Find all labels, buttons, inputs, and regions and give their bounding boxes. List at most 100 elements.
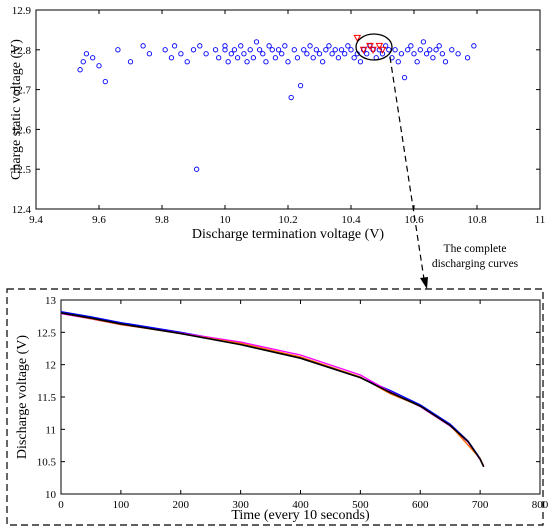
scatter-point (414, 59, 420, 65)
scatter-point (329, 51, 335, 57)
link-arrowhead (420, 277, 428, 289)
y-tick-label: 13 (45, 295, 57, 307)
scatter-point (294, 55, 301, 61)
scatter-point (436, 43, 442, 49)
scatter-point (442, 59, 449, 65)
discharge-curve (60, 312, 485, 467)
scatter-point (401, 75, 408, 81)
discharge-curve (60, 312, 485, 468)
scatter-point (193, 166, 200, 172)
discharge-line-chart: 0 100 200 300 400 500 600 700 800 10 10.5 11 11.5 12 1… (15, 295, 549, 523)
scatter-point (96, 63, 102, 69)
x-tick-label: 9.8 (155, 214, 169, 226)
y-tick-label: 12.9 (12, 5, 32, 17)
scatter-point (307, 43, 313, 49)
scatter-point (102, 78, 108, 85)
scatter-point (115, 47, 121, 53)
link-arrow-line (389, 56, 425, 280)
y-tick-label: 11.5 (37, 392, 56, 404)
y-tick-label: 12.8 (12, 45, 32, 57)
scatter-point (430, 55, 436, 61)
scatter-point (234, 55, 241, 61)
inset-frame (6, 288, 544, 526)
scatter-point (351, 55, 357, 61)
scatter-point (77, 67, 83, 73)
x-tick-label: 9.6 (92, 214, 106, 226)
scatter-point (250, 55, 257, 61)
scatter-point (291, 47, 297, 53)
scatter-point (398, 51, 405, 57)
scatter-point (342, 51, 348, 57)
y-tick-label: 12.4 (12, 204, 32, 216)
x-tick-label: 10.6 (404, 214, 424, 226)
link-annotation: The complete discharging curves (355, 33, 519, 289)
scatter-point (263, 59, 269, 65)
scatter-point (392, 47, 398, 53)
x-tick-label: 11 (535, 214, 546, 226)
plot-area (60, 299, 541, 495)
x-tick-label: 10.2 (278, 214, 297, 226)
scatter-point (423, 51, 430, 57)
scatter-point (256, 47, 263, 53)
scatter-point (228, 51, 234, 57)
scatter-point (260, 51, 266, 57)
scatter-point-red (375, 42, 384, 50)
discharge-curve (60, 312, 485, 466)
annotation-line1: The complete (444, 243, 507, 255)
scatter-point (297, 82, 304, 89)
scatter-point (338, 47, 345, 53)
scatter-point (326, 43, 332, 49)
scatter-point (241, 51, 247, 57)
x-tick-label: 9.4 (29, 214, 43, 226)
scatter-point (348, 47, 354, 53)
scatter-point (244, 59, 250, 65)
scatter-point (319, 59, 326, 65)
scatter-point (222, 47, 228, 53)
scatter-point (216, 55, 222, 61)
x-tick-label: 600 (412, 499, 429, 511)
scatter-point-red (353, 34, 362, 42)
x-tick-label: 400 (292, 499, 309, 511)
scatter-point (80, 59, 86, 65)
y-tick-label: 12.6 (12, 124, 32, 136)
y-tick-label: 11 (45, 424, 56, 436)
y-tick-label: 12 (45, 360, 56, 372)
scatter-point (90, 55, 96, 61)
scatter-point (313, 47, 319, 53)
scatter-point (332, 47, 338, 53)
scatter-point (178, 51, 184, 57)
y-axis-label: Charge static voltage (V) (9, 39, 24, 180)
scatter-point (335, 55, 342, 61)
scatter-point (253, 39, 260, 45)
scatter-point (364, 51, 370, 57)
x-tick-label: 800 (532, 499, 549, 511)
scatter-point (238, 43, 244, 49)
discharge-curve (60, 310, 485, 468)
y-axis-label: Discharge voltage (V) (15, 335, 30, 459)
scatter-point (140, 43, 146, 49)
x-tick-label: 200 (173, 499, 190, 511)
scatter-point (269, 47, 275, 53)
scatter-point (231, 47, 238, 53)
scatter-point (285, 59, 291, 65)
annotation-line2: discharging curves (432, 258, 519, 270)
scatter-point (168, 55, 175, 61)
x-axis-label: Time (every 10 seconds) (231, 508, 370, 523)
scatter-point (146, 51, 153, 57)
scatter-point (395, 59, 401, 65)
x-tick-label: 300 (232, 499, 249, 511)
scatter-point (190, 47, 197, 53)
scatter-point (345, 43, 351, 49)
scatter-point (411, 51, 417, 57)
y-tick-label: 12.5 (37, 327, 57, 339)
scatter-point-red (369, 46, 377, 54)
scatter-point (471, 43, 477, 49)
y-tick-label: 12.5 (12, 164, 32, 176)
y-tick-label: 10 (45, 489, 57, 501)
scatter-point (420, 39, 427, 45)
x-tick-label: 500 (352, 499, 369, 511)
scatter-point (184, 59, 190, 65)
y-tick-label: 12.7 (12, 85, 32, 97)
scatter-point (203, 51, 209, 57)
scatter-chart: 9.4 9.6 9.8 10 10.2 10.4 10.6 10.8 11 12.4 12.5 12.… (9, 5, 545, 242)
